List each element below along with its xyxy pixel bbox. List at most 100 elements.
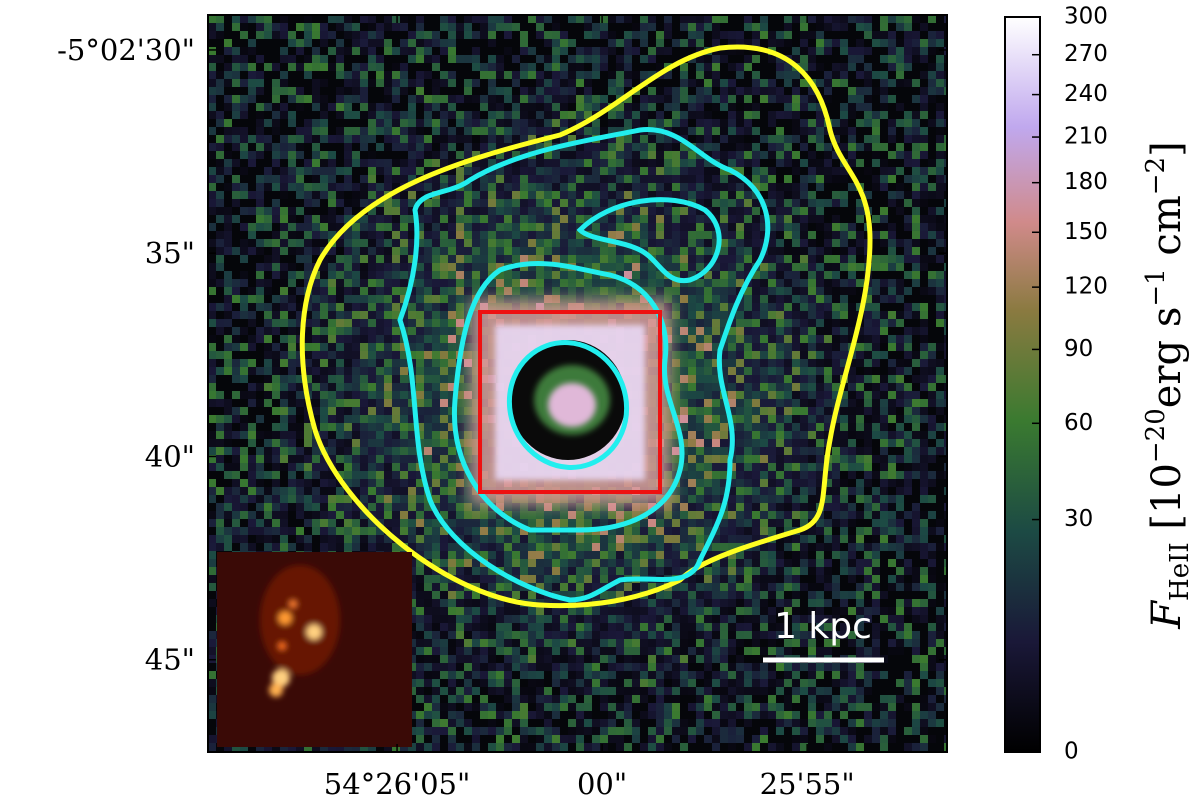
image-pixel	[560, 63, 568, 71]
image-pixel	[320, 231, 328, 239]
image-pixel	[616, 511, 624, 519]
image-pixel	[360, 303, 368, 311]
image-pixel	[472, 279, 480, 287]
image-pixel	[392, 383, 400, 391]
image-pixel	[368, 47, 376, 55]
image-pixel	[264, 351, 272, 359]
image-pixel	[360, 359, 368, 367]
image-pixel	[520, 279, 528, 287]
image-pixel	[480, 295, 488, 303]
image-pixel	[696, 23, 704, 31]
image-pixel	[280, 287, 288, 295]
image-pixel	[552, 231, 560, 239]
image-pixel	[416, 423, 424, 431]
image-pixel	[680, 519, 688, 527]
image-pixel	[392, 367, 400, 375]
image-pixel	[504, 527, 512, 535]
image-pixel	[672, 519, 680, 527]
image-pixel	[416, 223, 424, 231]
image-pixel	[536, 71, 544, 79]
image-pixel	[248, 543, 256, 551]
image-pixel	[568, 271, 576, 279]
image-pixel	[624, 631, 632, 639]
image-pixel	[688, 295, 696, 303]
image-pixel	[528, 655, 536, 663]
image-pixel	[424, 511, 432, 519]
image-pixel	[544, 111, 552, 119]
image-pixel	[504, 671, 512, 679]
image-pixel	[384, 543, 392, 551]
image-pixel	[496, 543, 504, 551]
image-pixel	[424, 711, 432, 719]
image-pixel	[640, 135, 648, 143]
image-pixel	[368, 255, 376, 263]
image-pixel	[568, 287, 576, 295]
image-pixel	[448, 439, 456, 447]
image-pixel	[432, 311, 440, 319]
image-pixel	[496, 207, 504, 215]
image-pixel	[208, 31, 216, 39]
image-pixel	[360, 183, 368, 191]
image-pixel	[536, 15, 544, 23]
image-pixel	[384, 535, 392, 543]
image-pixel	[424, 639, 432, 647]
image-pixel	[664, 607, 672, 615]
image-pixel	[536, 671, 544, 679]
image-pixel	[464, 655, 472, 663]
image-pixel	[592, 559, 600, 567]
image-pixel	[536, 255, 544, 263]
image-pixel	[368, 239, 376, 247]
image-pixel	[568, 655, 576, 663]
image-pixel	[504, 207, 512, 215]
image-pixel	[688, 535, 696, 543]
image-pixel	[608, 663, 616, 671]
image-pixel	[496, 183, 504, 191]
image-pixel	[520, 167, 528, 175]
image-pixel	[352, 159, 360, 167]
image-pixel	[344, 375, 352, 383]
image-pixel	[384, 495, 392, 503]
image-pixel	[624, 655, 632, 663]
image-pixel	[264, 135, 272, 143]
image-pixel	[464, 527, 472, 535]
image-pixel	[304, 215, 312, 223]
image-pixel	[400, 127, 408, 135]
image-pixel	[360, 63, 368, 71]
image-pixel	[480, 567, 488, 575]
image-pixel	[472, 631, 480, 639]
image-pixel	[224, 503, 232, 511]
image-pixel	[384, 511, 392, 519]
image-pixel	[360, 71, 368, 79]
image-pixel	[208, 559, 216, 567]
image-pixel	[416, 567, 424, 575]
image-pixel	[600, 95, 608, 103]
image-pixel	[656, 727, 664, 735]
image-pixel	[408, 287, 416, 295]
image-pixel	[480, 727, 488, 735]
image-pixel	[288, 367, 296, 375]
image-pixel	[432, 559, 440, 567]
image-pixel	[632, 71, 640, 79]
image-pixel	[680, 223, 688, 231]
image-pixel	[576, 191, 584, 199]
image-pixel	[440, 391, 448, 399]
image-pixel	[400, 495, 408, 503]
image-pixel	[288, 111, 296, 119]
image-pixel	[328, 151, 336, 159]
image-pixel	[344, 167, 352, 175]
image-pixel	[512, 687, 520, 695]
image-pixel	[424, 103, 432, 111]
image-pixel	[688, 599, 696, 607]
image-pixel	[672, 247, 680, 255]
image-pixel	[488, 615, 496, 623]
image-pixel	[248, 191, 256, 199]
image-pixel	[392, 511, 400, 519]
image-pixel	[408, 119, 416, 127]
image-pixel	[432, 583, 440, 591]
image-pixel	[496, 271, 504, 279]
image-pixel	[400, 239, 408, 247]
image-pixel	[544, 167, 552, 175]
image-pixel	[464, 447, 472, 455]
image-pixel	[416, 167, 424, 175]
image-pixel	[496, 703, 504, 711]
